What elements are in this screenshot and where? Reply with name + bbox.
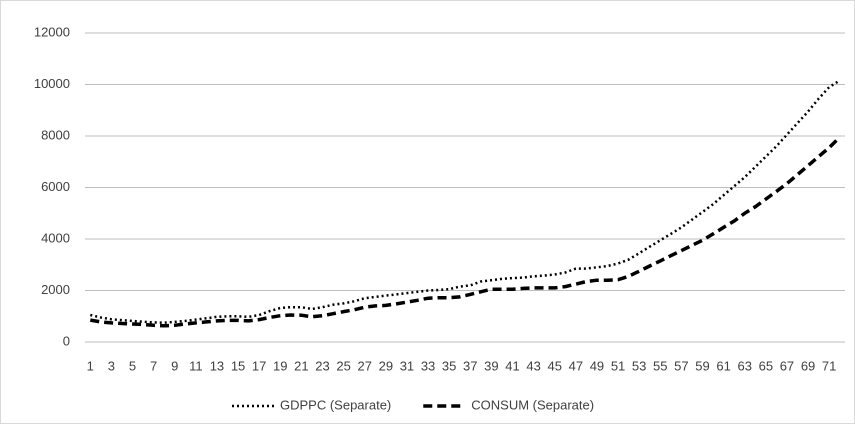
x-tick-label: 47 — [569, 358, 583, 373]
x-tick-label: 45 — [547, 358, 561, 373]
series-line — [90, 79, 841, 324]
x-tick-label: 71 — [822, 358, 836, 373]
y-tick-label: 10000 — [34, 76, 70, 91]
x-tick-label: 65 — [759, 358, 773, 373]
x-tick-label: 31 — [400, 358, 414, 373]
x-tick-label: 59 — [695, 358, 709, 373]
x-tick-label: 57 — [674, 358, 688, 373]
x-tick-label: 33 — [421, 358, 435, 373]
x-tick-label: 51 — [611, 358, 625, 373]
x-tick-label: 29 — [379, 358, 393, 373]
y-tick-label: 8000 — [41, 127, 70, 142]
x-tick-label: 35 — [442, 358, 456, 373]
x-tick-label: 23 — [315, 358, 329, 373]
x-tick-label: 21 — [294, 358, 308, 373]
x-tick-label: 25 — [336, 358, 350, 373]
x-tick-label: 11 — [189, 358, 203, 373]
x-tick-label: 5 — [129, 358, 136, 373]
legend-label: CONSUM (Separate) — [471, 397, 594, 412]
x-tick-label: 3 — [108, 358, 115, 373]
y-tick-label: 4000 — [41, 230, 70, 245]
x-tick-label: 13 — [210, 358, 224, 373]
y-tick-label: 0 — [63, 333, 70, 348]
x-tick-label: 39 — [484, 358, 498, 373]
x-tick-label: 17 — [252, 358, 266, 373]
x-tick-label: 53 — [632, 358, 646, 373]
x-tick-label: 61 — [716, 358, 730, 373]
x-tick-label: 7 — [150, 358, 157, 373]
x-tick-label: 15 — [231, 358, 245, 373]
x-tick-label: 9 — [171, 358, 178, 373]
x-tick-label: 1 — [87, 358, 94, 373]
x-tick-label: 49 — [590, 358, 604, 373]
x-tick-label: 55 — [653, 358, 667, 373]
y-tick-label: 2000 — [41, 282, 70, 297]
y-tick-label: 12000 — [34, 24, 70, 39]
x-tick-label: 69 — [801, 358, 815, 373]
x-tick-label: 41 — [505, 358, 519, 373]
x-tick-label: 27 — [357, 358, 371, 373]
x-tick-label: 63 — [737, 358, 751, 373]
y-tick-label: 6000 — [41, 179, 70, 194]
x-tick-label: 43 — [526, 358, 540, 373]
x-tick-label: 67 — [780, 358, 794, 373]
legend-label: GDPPC (Separate) — [280, 397, 391, 412]
x-tick-label: 19 — [273, 358, 287, 373]
x-tick-label: 37 — [463, 358, 477, 373]
